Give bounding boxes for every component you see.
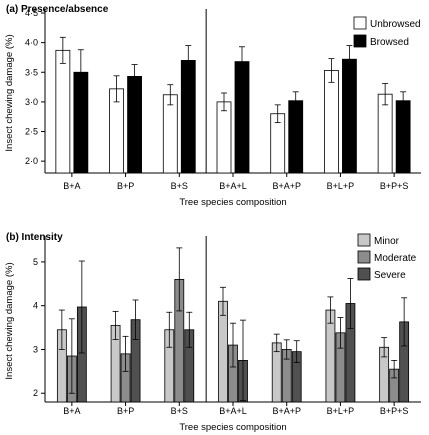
bar: [395, 100, 411, 174]
y-tick-label: 3: [33, 344, 38, 354]
bar: [377, 93, 393, 174]
bar: [180, 60, 196, 174]
legend-label: Minor: [374, 236, 400, 247]
x-tick-label: B+A: [63, 181, 80, 191]
legend-swatch: [357, 250, 371, 264]
legend-label: Severe: [374, 270, 406, 281]
bar: [324, 70, 339, 174]
y-tick-label: 4·0: [25, 38, 38, 48]
bar: [162, 94, 178, 174]
bar: [342, 58, 357, 174]
x-tick-label: B+S: [171, 406, 188, 416]
x-tick-label: B+P: [117, 406, 134, 416]
y-tick-label: 2·5: [25, 127, 38, 137]
y-tick-label: 5: [33, 257, 38, 267]
y-axis-title: Insect chewing damage (%): [4, 262, 15, 379]
y-tick-label: 4·5: [25, 8, 38, 18]
bar: [234, 61, 250, 174]
x-tick-label: B+L+P: [327, 181, 355, 191]
x-tick-label: B+A+P: [272, 181, 301, 191]
y-tick-label: 2: [33, 388, 38, 398]
bar: [218, 300, 228, 403]
x-tick-label: B+A+P: [272, 406, 301, 416]
x-tick-label: B+P+S: [380, 406, 409, 416]
panel-title: (a) Presence/absence: [6, 4, 109, 15]
legend-label: Browsed: [370, 37, 409, 48]
x-axis-title: Tree species composition: [179, 422, 286, 433]
bar: [216, 101, 232, 174]
x-tick-label: B+A+L: [219, 181, 247, 191]
legend-label: Moderate: [374, 253, 417, 264]
y-tick-label: 3·5: [25, 67, 38, 77]
legend-swatch: [353, 34, 367, 48]
x-tick-label: B+L+P: [327, 406, 355, 416]
bar: [127, 76, 142, 174]
y-tick-label: 3·0: [25, 97, 38, 107]
y-tick-label: 2·0: [25, 156, 38, 166]
legend-label: Unbrowsed: [370, 19, 421, 30]
x-tick-label: B+P: [117, 181, 134, 191]
legend-swatch: [353, 16, 367, 30]
legend-swatch: [357, 267, 371, 281]
y-tick-label: 4: [33, 301, 38, 311]
legend-swatch: [357, 233, 371, 247]
bar: [55, 49, 71, 174]
bar: [288, 100, 304, 174]
x-tick-label: B+S: [171, 181, 188, 191]
bar: [325, 309, 336, 403]
x-tick-label: B+P+S: [380, 181, 409, 191]
y-axis-title: Insect chewing damage (%): [4, 34, 15, 151]
x-axis-title: Tree species composition: [179, 197, 286, 208]
panel-title: (b) Intensity: [6, 232, 63, 243]
x-tick-label: B+A: [63, 406, 80, 416]
x-tick-label: B+A+L: [219, 406, 247, 416]
